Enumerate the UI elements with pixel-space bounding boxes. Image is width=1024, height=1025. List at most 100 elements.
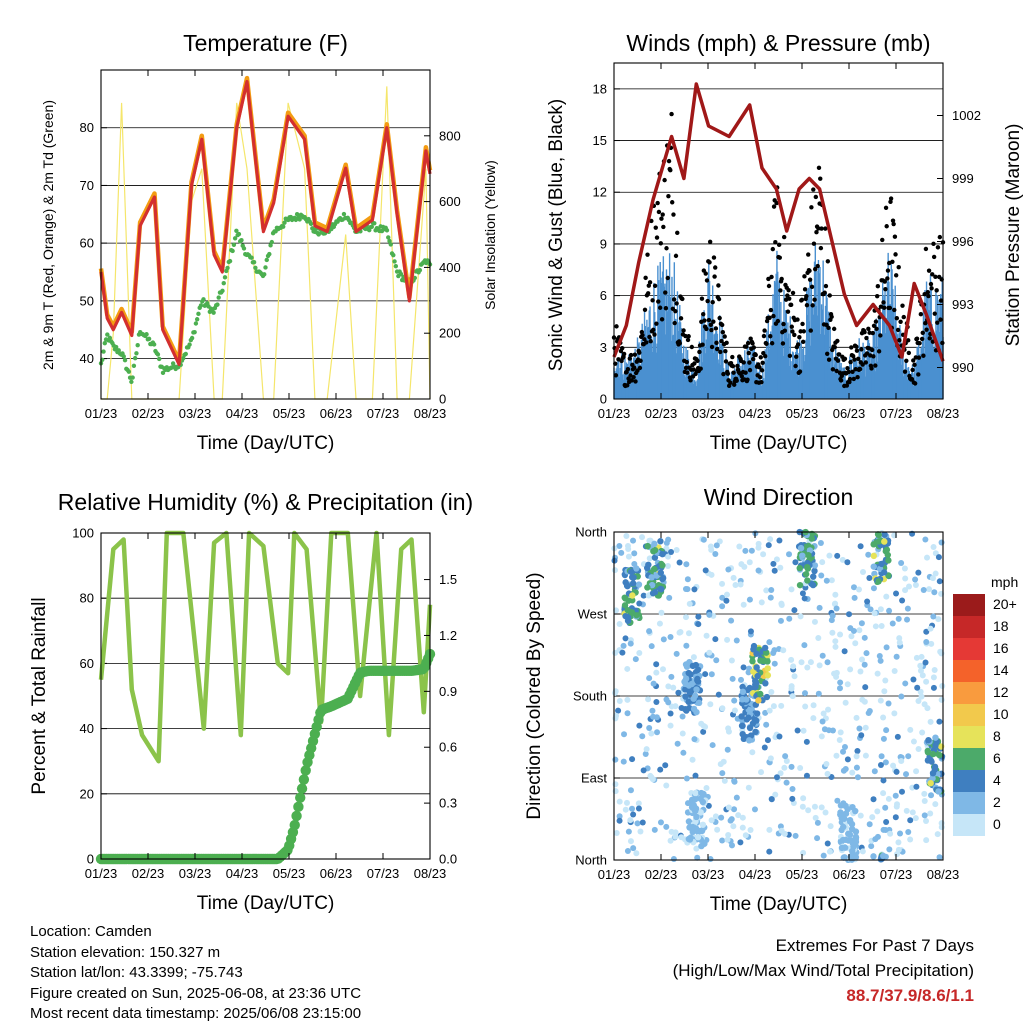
direction-cluster-point	[880, 569, 888, 576]
direction-point	[915, 745, 922, 752]
gust-point	[701, 312, 706, 317]
dewpoint-point	[227, 258, 233, 264]
direction-cluster-point	[754, 672, 761, 680]
x-tick-label: 06/23	[833, 406, 866, 421]
direction-point	[689, 756, 696, 763]
gust-point	[895, 327, 901, 333]
direction-point	[818, 572, 825, 579]
direction-point	[770, 703, 777, 710]
x-tick-label: 06/23	[320, 866, 353, 881]
dewpoint-point	[196, 311, 201, 317]
gust-point	[825, 259, 831, 264]
legend-label: 12	[993, 684, 1009, 700]
gust-point	[734, 378, 739, 383]
direction-point	[897, 830, 904, 837]
direction-point	[741, 563, 748, 570]
direction-cluster-point	[682, 693, 689, 700]
dewpoint-point	[194, 317, 200, 322]
direction-point	[921, 797, 928, 804]
direction-point	[886, 607, 893, 614]
gust-point	[881, 300, 886, 305]
gust-point	[744, 344, 749, 349]
gust-point	[652, 332, 657, 337]
gust-point	[940, 340, 945, 346]
gust-point	[732, 382, 737, 387]
direction-point	[763, 721, 770, 728]
gust-point	[642, 307, 648, 312]
y-tick-label: West	[578, 607, 608, 622]
direction-point	[866, 575, 873, 582]
gust-point	[832, 345, 838, 350]
gust-point	[892, 307, 897, 313]
direction-point	[761, 744, 768, 751]
direction-point	[748, 547, 755, 554]
direction-point	[747, 827, 754, 834]
gust-point	[731, 370, 736, 375]
precip-point	[300, 765, 311, 776]
gust-point	[735, 363, 740, 369]
gust-point	[926, 268, 932, 273]
gust-point	[904, 358, 909, 364]
direction-point	[827, 823, 834, 830]
direction-point	[788, 763, 795, 770]
direction-point	[766, 707, 773, 714]
gust-point	[745, 377, 750, 382]
direction-point	[660, 636, 667, 643]
dewpoint-point	[181, 355, 186, 361]
direction-point	[812, 814, 819, 821]
plot-frame	[100, 69, 431, 400]
direction-cluster-point	[651, 554, 659, 561]
direction-point	[729, 675, 736, 682]
direction-point	[862, 724, 869, 731]
direction-point	[820, 710, 827, 717]
gust-point	[850, 353, 856, 359]
dewpoint-point	[239, 237, 244, 243]
direction-point	[639, 733, 646, 740]
gust-point	[816, 226, 821, 231]
gust-point	[835, 358, 841, 363]
y-tick-label: 60	[80, 236, 94, 251]
gust-point	[683, 333, 688, 339]
direction-point	[725, 804, 732, 811]
direction-point	[729, 842, 736, 849]
gust-point	[646, 283, 651, 288]
direction-point	[832, 643, 839, 650]
direction-point	[653, 669, 660, 676]
dewpoint-point	[221, 280, 226, 286]
gust-point	[844, 383, 850, 388]
direction-cluster-point	[697, 809, 704, 816]
direction-point	[893, 803, 900, 810]
direction-point	[893, 768, 900, 775]
dewpoint-point	[135, 343, 140, 348]
gust-point	[826, 357, 832, 362]
gust-point	[669, 111, 674, 117]
gust-point	[707, 239, 713, 245]
direction-cluster-point	[693, 686, 700, 693]
gust-point	[683, 365, 689, 371]
direction-point	[616, 798, 623, 805]
direction-point	[643, 746, 650, 753]
direction-cluster-point	[694, 666, 702, 673]
direction-point	[791, 673, 798, 680]
legend-swatch	[953, 660, 985, 682]
gust-point	[620, 345, 625, 351]
gust-point	[935, 245, 941, 250]
gust-point	[809, 284, 815, 290]
gust-point	[825, 351, 830, 356]
gust-point	[934, 288, 939, 293]
gust-point	[670, 200, 675, 205]
direction-cluster-point	[927, 779, 934, 787]
dewpoint-point	[341, 211, 347, 217]
direction-point	[670, 684, 677, 691]
direction-point	[680, 749, 687, 756]
direction-point	[907, 817, 914, 824]
direction-cluster-point	[629, 574, 636, 581]
direction-point	[615, 707, 622, 714]
direction-point	[803, 772, 810, 779]
temperature-panel: 40 50 60 70 80 01/23 02/23 03/23 04/23 05/23 06/23…	[40, 30, 498, 454]
direction-point	[855, 586, 862, 593]
gust-point	[628, 352, 634, 358]
direction-point	[832, 600, 839, 607]
gust-point	[659, 216, 664, 221]
direction-cluster-point	[764, 665, 771, 672]
